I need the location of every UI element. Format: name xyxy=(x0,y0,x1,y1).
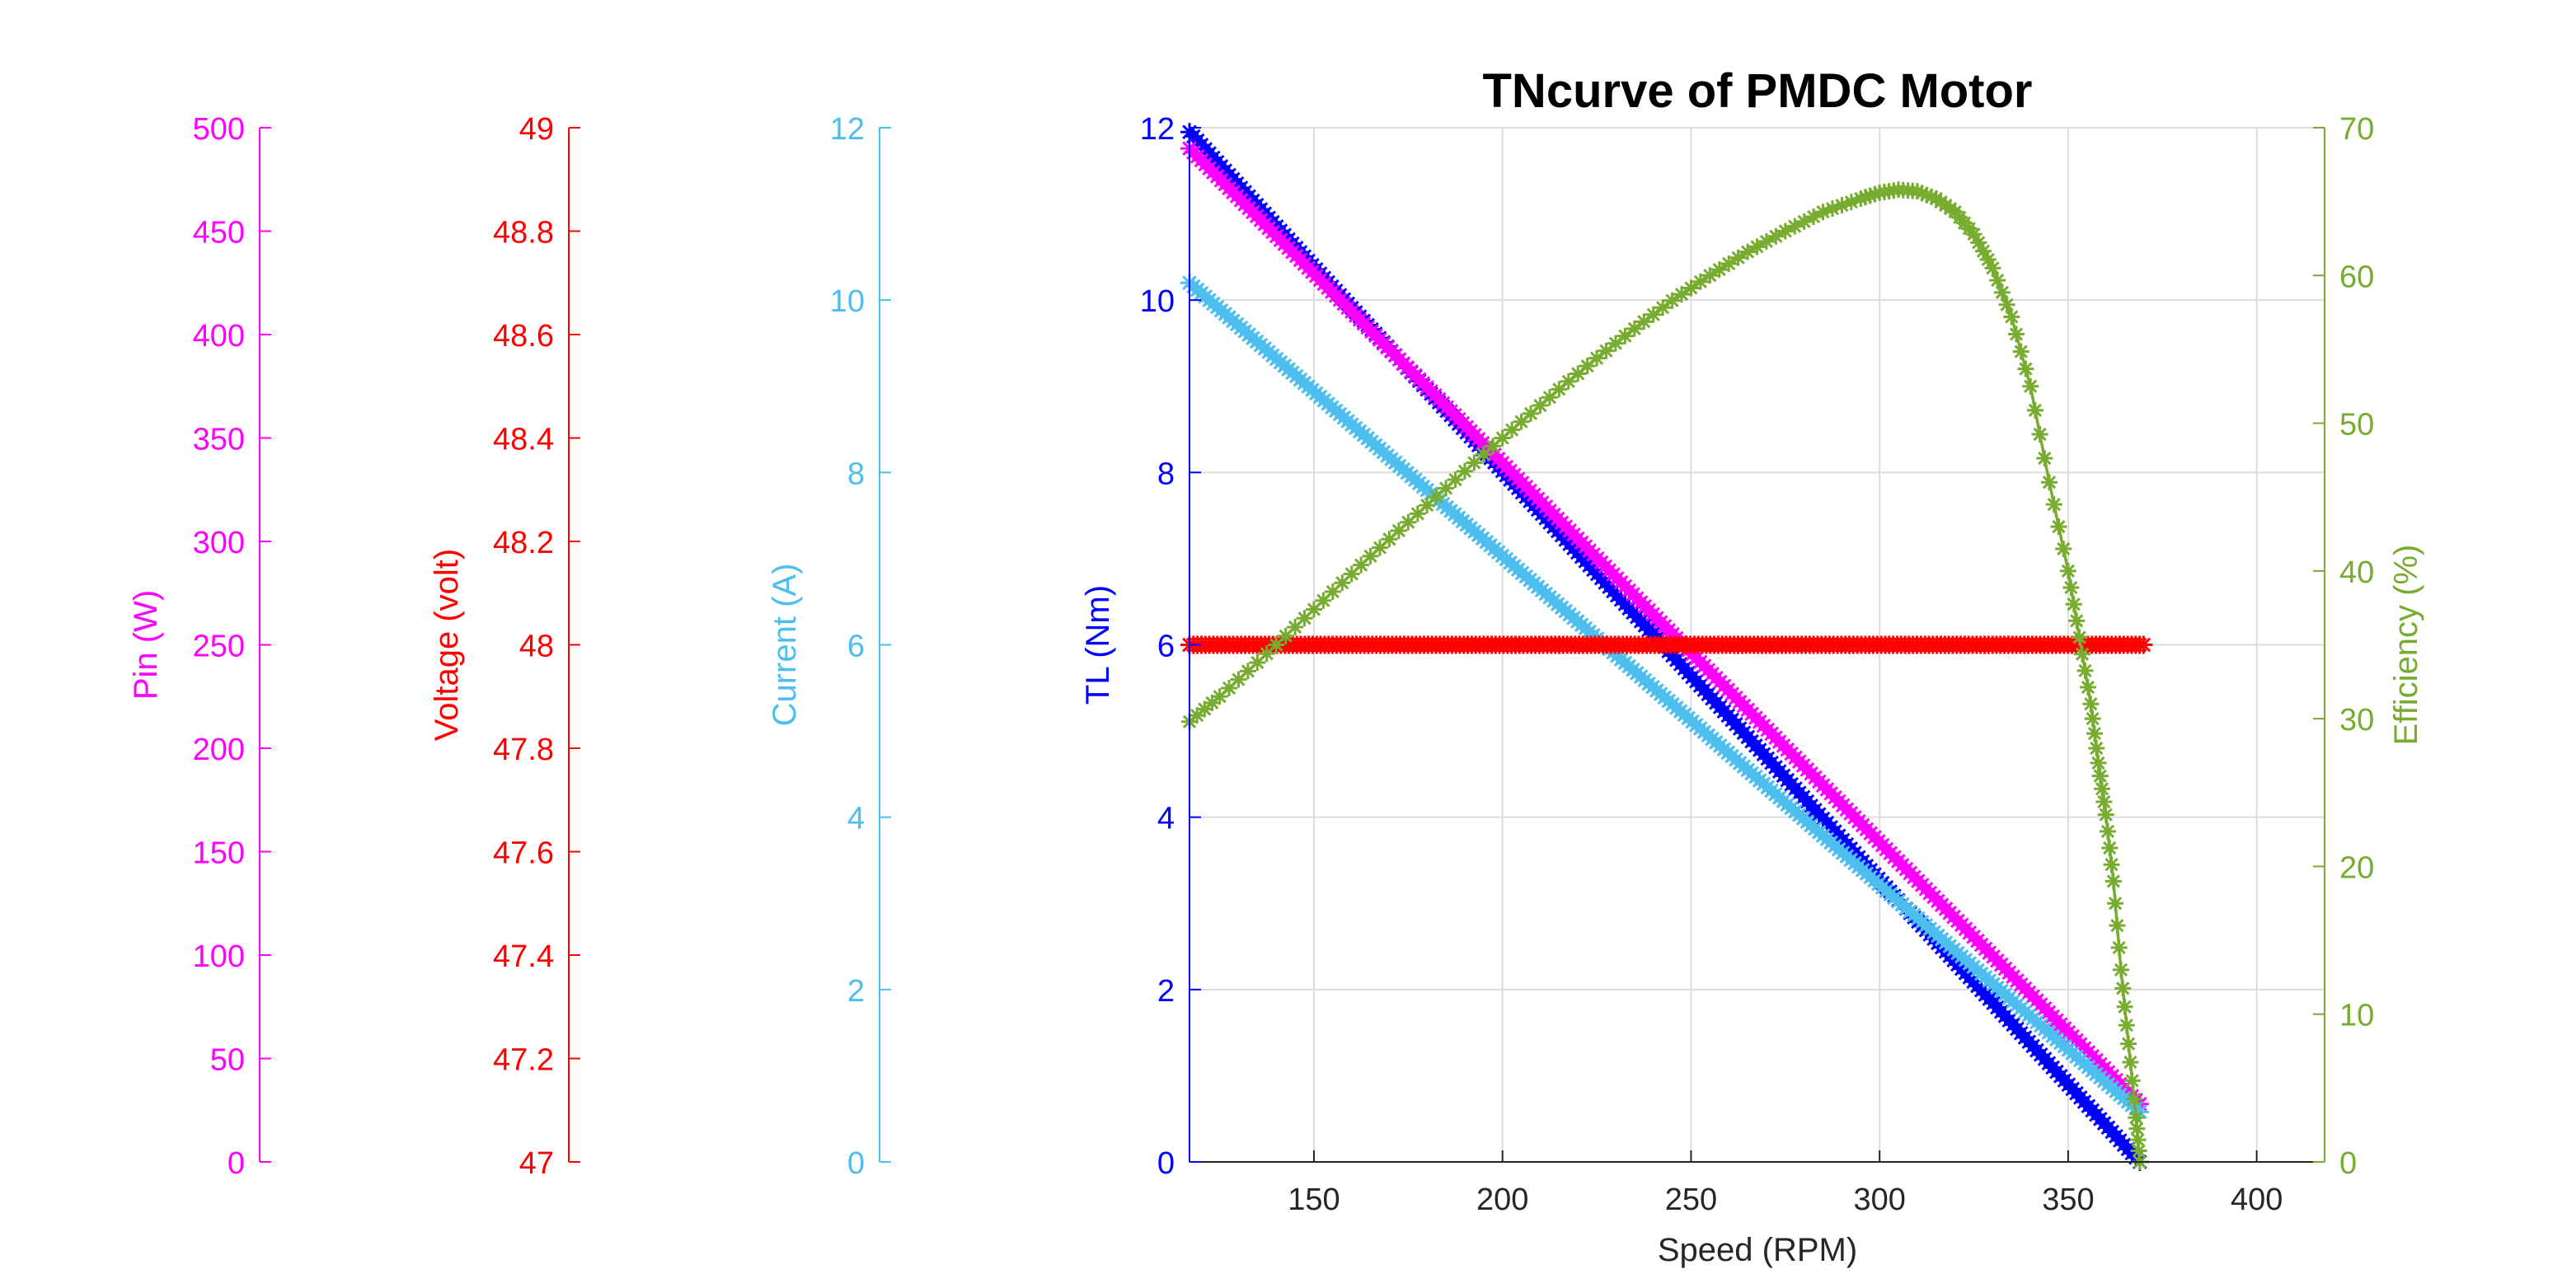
pin-tick-label: 50 xyxy=(210,1043,245,1078)
pin-tick-label: 100 xyxy=(193,939,245,974)
x-tick-label: 400 xyxy=(2231,1183,2283,1217)
torque-tick-label: 6 xyxy=(1157,630,1175,664)
efficiency-tick-label: 40 xyxy=(2339,555,2374,590)
efficiency-tick-label: 30 xyxy=(2339,703,2374,738)
pin-tick-label: 350 xyxy=(193,423,245,457)
voltage-tick-label: 47 xyxy=(519,1146,554,1181)
chart-title: TNcurve of PMDC Motor xyxy=(1483,64,2033,118)
current-tick-label: 4 xyxy=(847,802,865,836)
current-tick-label: 6 xyxy=(847,630,865,664)
torque-tick-label: 0 xyxy=(1157,1146,1175,1181)
current-axis-label: Current (A) xyxy=(767,564,803,727)
current-tick-label: 0 xyxy=(847,1146,865,1181)
voltage-tick-label: 48.4 xyxy=(493,423,554,457)
voltage-markers xyxy=(1180,635,2153,654)
x-tick-label: 250 xyxy=(1665,1183,1717,1217)
efficiency-tick-label: 10 xyxy=(2339,999,2374,1033)
voltage-tick-label: 47.8 xyxy=(493,733,554,767)
voltage-tick-label: 48.6 xyxy=(493,319,554,354)
axes-layer: 150 200 250 300 350 4000501001502002503003504… xyxy=(128,112,2424,1217)
x-tick-label: 150 xyxy=(1288,1183,1340,1217)
voltage-tick-label: 48.2 xyxy=(493,526,554,560)
x-axis-label: Speed (RPM) xyxy=(1658,1232,1857,1268)
pin-tick-label: 0 xyxy=(228,1146,245,1181)
current-tick-label: 2 xyxy=(847,974,865,1009)
voltage-tick-label: 47.6 xyxy=(493,836,554,871)
torque-tick-label: 2 xyxy=(1157,974,1175,1009)
current-tick-label: 10 xyxy=(830,284,865,319)
voltage-tick-label: 49 xyxy=(519,112,554,147)
efficiency-tick-label: 60 xyxy=(2339,260,2374,294)
torque-tick-label: 10 xyxy=(1140,284,1175,319)
efficiency-tick-label: 20 xyxy=(2339,850,2374,885)
pin-tick-label: 500 xyxy=(193,112,245,147)
pin-tick-label: 150 xyxy=(193,836,245,871)
torque-tick-label: 4 xyxy=(1157,802,1175,836)
pin-tick-label: 300 xyxy=(193,526,245,560)
voltage-tick-label: 47.4 xyxy=(493,939,554,974)
current-tick-label: 8 xyxy=(847,457,865,491)
efficiency-tick-label: 70 xyxy=(2339,112,2374,147)
x-tick-label: 200 xyxy=(1476,1183,1528,1217)
efficiency-axis-label: Efficiency (%) xyxy=(2388,545,2424,746)
x-tick-label: 350 xyxy=(2042,1183,2094,1217)
torque-axis-label: TL (Nm) xyxy=(1080,585,1116,705)
pin-tick-label: 400 xyxy=(193,319,245,354)
pin-tick-label: 200 xyxy=(193,733,245,767)
pin-tick-label: 450 xyxy=(193,216,245,251)
efficiency-tick-label: 0 xyxy=(2339,1146,2357,1181)
torque-tick-label: 12 xyxy=(1140,112,1175,147)
x-tick-label: 300 xyxy=(1853,1183,1905,1217)
voltage-axis-label: Voltage (volt) xyxy=(429,549,465,741)
voltage-series xyxy=(1180,635,2153,654)
torque-tick-label: 8 xyxy=(1157,457,1175,491)
efficiency-tick-label: 50 xyxy=(2339,408,2374,443)
current-tick-label: 12 xyxy=(830,112,865,147)
voltage-tick-label: 48 xyxy=(519,630,554,664)
pin-tick-label: 250 xyxy=(193,630,245,664)
voltage-tick-label: 48.8 xyxy=(493,216,554,251)
voltage-tick-label: 47.2 xyxy=(493,1043,554,1078)
pin-axis-label: Pin (W) xyxy=(128,590,164,700)
